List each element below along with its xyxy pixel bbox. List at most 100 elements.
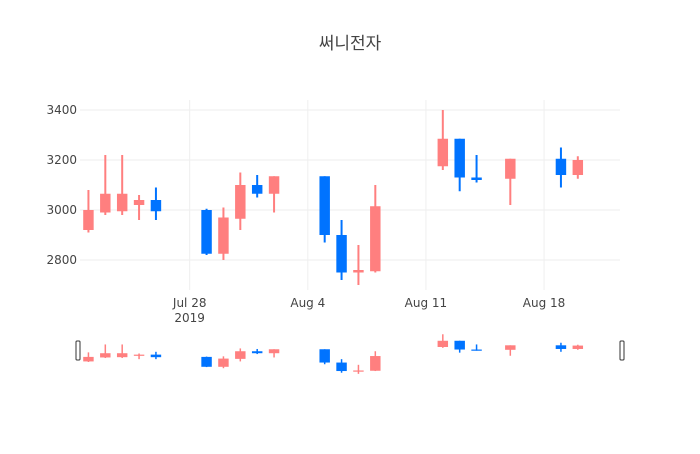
x-tick-label: Aug 11	[405, 296, 448, 310]
candle-body	[370, 206, 381, 272]
mini-candle-body	[251, 351, 263, 354]
candle-decreasing	[251, 175, 263, 198]
mini-candle	[555, 342, 567, 352]
mini-candle	[572, 344, 584, 350]
x-tick-sublabel: 2019	[174, 311, 205, 325]
mini-candle-body	[150, 354, 162, 358]
candle-decreasing	[471, 155, 482, 183]
mini-candle-body	[437, 340, 449, 347]
mini-candle	[235, 348, 246, 362]
y-tick-label: 3000	[46, 203, 77, 217]
mini-candle	[437, 334, 449, 348]
candle-body	[100, 193, 111, 213]
mini-candle-body	[319, 349, 330, 363]
candle-decreasing	[336, 220, 347, 280]
mini-candle	[505, 345, 516, 356]
mini-candle-body	[471, 349, 482, 351]
mini-candle-body	[505, 345, 516, 350]
mini-candle	[133, 353, 145, 360]
chart-title: 써니전자	[319, 34, 382, 54]
mini-candle	[218, 356, 229, 369]
y-tick-label: 2800	[46, 253, 77, 267]
mini-candle	[83, 352, 94, 362]
mini-candle	[100, 344, 111, 359]
candle-increasing	[437, 110, 449, 170]
candle-body	[572, 160, 584, 175]
candle-increasing	[116, 155, 128, 215]
candle-body	[505, 158, 516, 179]
candle-body	[251, 185, 263, 194]
candle-body	[201, 210, 212, 254]
range-slider-right-handle[interactable]	[619, 340, 625, 361]
mini-candle-body	[201, 356, 212, 367]
candle-increasing	[218, 207, 229, 260]
mini-candle-body	[116, 353, 128, 358]
candle-body	[437, 138, 449, 167]
candle-body	[133, 200, 145, 205]
candle-decreasing	[555, 147, 567, 188]
candle-increasing	[133, 195, 145, 220]
candle-body	[150, 200, 162, 212]
range-slider-left-handle[interactable]	[75, 340, 81, 361]
mini-candle	[454, 340, 465, 353]
candle-increasing	[353, 245, 364, 285]
candle-body	[336, 235, 347, 273]
candle-body	[454, 138, 465, 178]
candle-body	[116, 193, 128, 212]
candle-decreasing	[454, 138, 465, 192]
mini-candle-body	[83, 356, 94, 362]
mini-candle-body	[555, 345, 567, 349]
mini-candle	[353, 364, 364, 374]
mini-candle	[471, 344, 482, 351]
candle-body	[319, 176, 330, 235]
mini-candle	[150, 351, 162, 360]
candle-body	[83, 210, 94, 230]
y-axis: 2800 3000 3200 3400	[46, 103, 77, 267]
mini-candle	[336, 359, 347, 373]
mini-candle-body	[572, 345, 584, 349]
mini-candle-body	[100, 353, 111, 358]
x-tick-label: Jul 28	[172, 296, 207, 310]
x-tick-label: Aug 18	[523, 296, 566, 310]
candles-layer	[83, 110, 584, 285]
candle-increasing	[268, 176, 280, 213]
range-slider-background	[79, 331, 621, 376]
mini-candle-body	[133, 354, 145, 356]
mini-candle-body	[336, 362, 347, 372]
mini-candle	[251, 348, 263, 355]
candle-body	[471, 177, 482, 180]
candle-increasing	[572, 156, 584, 179]
mini-candle-body	[268, 349, 280, 354]
range-slider[interactable]	[75, 331, 625, 376]
mini-candle	[370, 351, 381, 372]
mini-candle	[319, 349, 330, 365]
grid-lines	[80, 100, 620, 290]
candle-body	[235, 185, 246, 219]
candle-increasing	[370, 185, 381, 273]
y-tick-label: 3200	[46, 153, 77, 167]
candle-decreasing	[150, 187, 162, 220]
candle-body	[268, 176, 280, 194]
x-tick-label: Aug 4	[290, 296, 325, 310]
mini-candle	[201, 356, 212, 368]
mini-candle-body	[353, 370, 364, 372]
y-tick-label: 3400	[46, 103, 77, 117]
mini-candle	[268, 349, 280, 358]
mini-candle-body	[235, 351, 246, 359]
candle-body	[555, 158, 567, 175]
candle-body	[353, 270, 364, 273]
candle-increasing	[235, 172, 246, 230]
mini-candle-body	[218, 358, 229, 367]
mini-candle	[116, 344, 128, 359]
mini-candle-body	[370, 356, 381, 371]
candle-body	[218, 217, 229, 254]
candle-decreasing	[201, 208, 212, 255]
candle-increasing	[100, 155, 111, 215]
candle-decreasing	[319, 176, 330, 243]
candle-increasing	[505, 158, 516, 205]
mini-candle-body	[454, 340, 465, 350]
candle-increasing	[83, 190, 94, 233]
